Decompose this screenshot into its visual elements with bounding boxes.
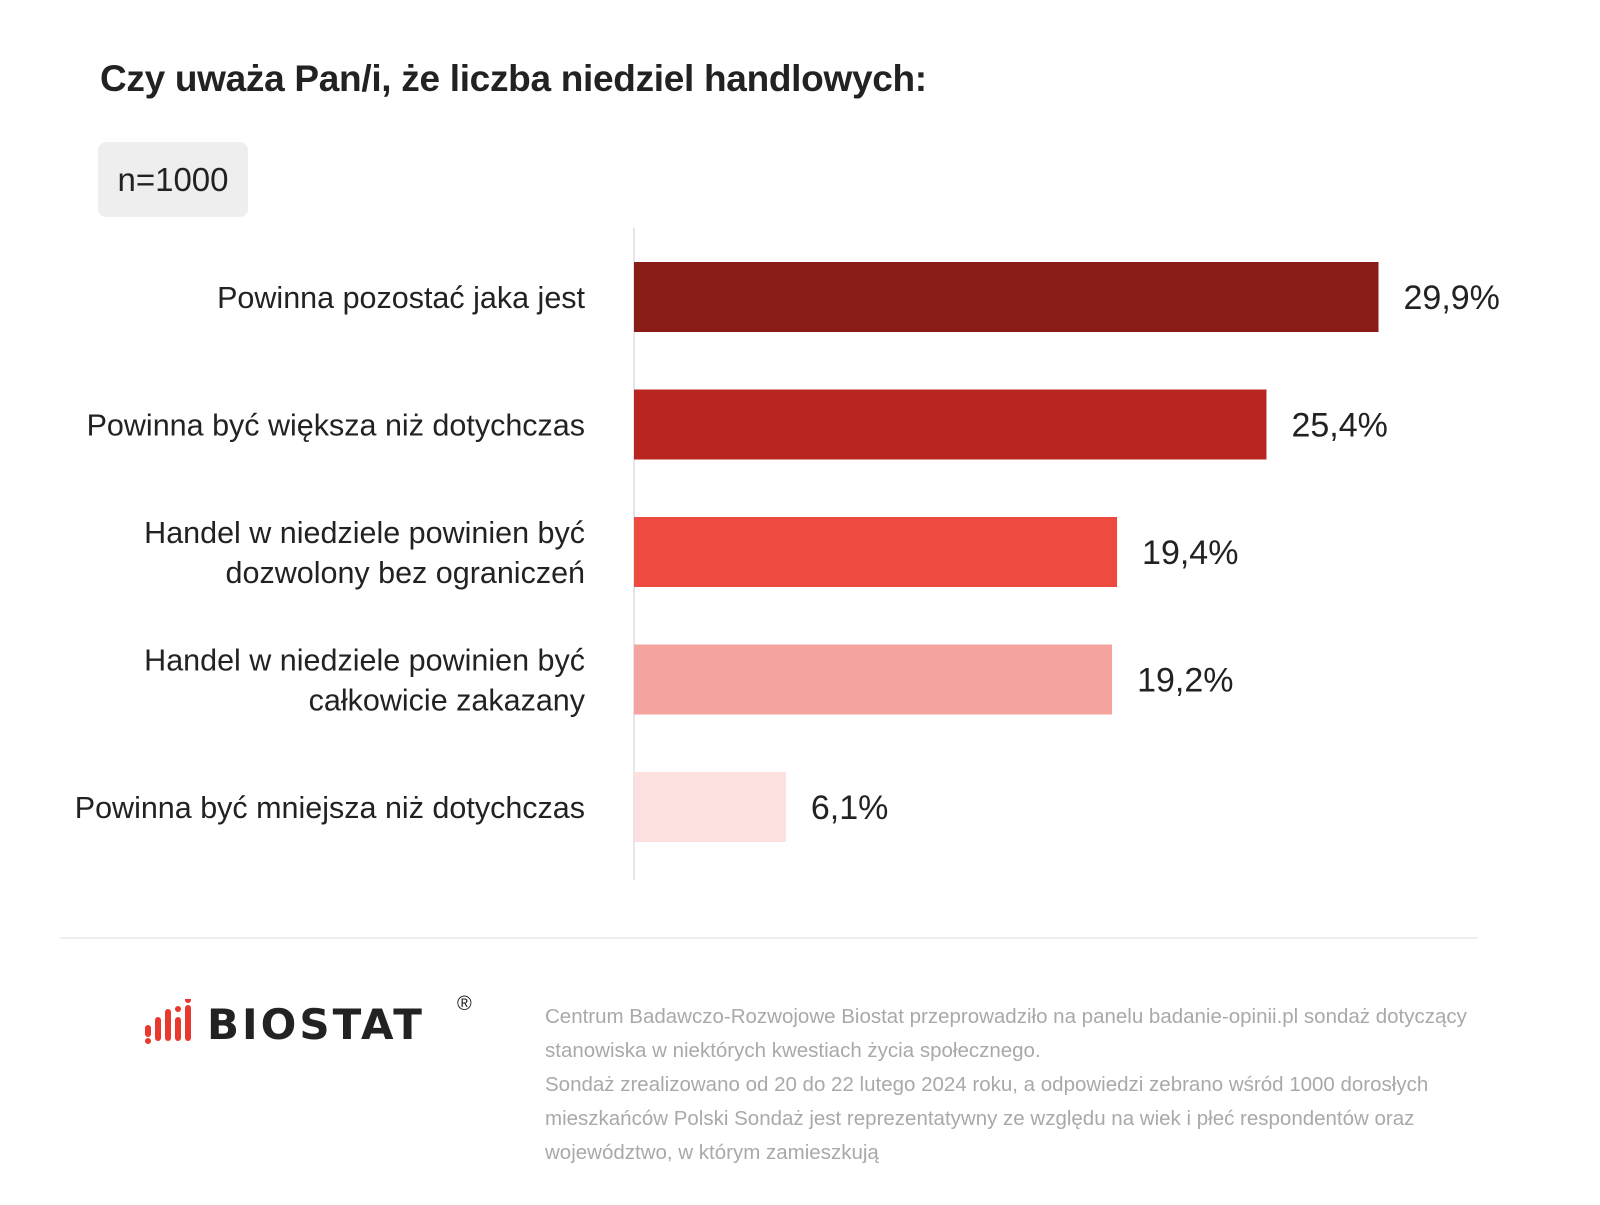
methodology-note-line-1: Centrum Badawczo-Rozwojowe Biostat przep… [545, 1005, 1467, 1062]
bar-2 [634, 389, 1267, 460]
registered-mark: ® [457, 993, 472, 1015]
bar-5 [634, 772, 786, 842]
biostat-bars-icon [145, 999, 191, 1044]
category-label-3-line-1: Handel w niedziele powinien być [144, 516, 585, 550]
bar-chart: 29,9% Powinna pozostać jaka jest 25,4% Powi… [75, 228, 1500, 880]
category-label-1: Powinna pozostać jaka jest [217, 281, 585, 315]
bar-4 [634, 644, 1113, 715]
category-label-4: Handel w niedziele powinien być całkowici… [144, 644, 586, 718]
sample-size-label: n=1000 [117, 160, 229, 198]
category-label-2: Powinna być większa niż dotychczas [87, 409, 585, 443]
sample-size-badge: n=1000 [98, 142, 248, 217]
category-label-3: Handel w niedziele powinien być dozwolony… [144, 516, 585, 590]
value-label-5: 6,1% [811, 789, 889, 827]
category-label-1-line-1: Powinna pozostać jaka jest [217, 281, 585, 315]
value-label-3: 19,4% [1142, 534, 1238, 572]
footer-divider [60, 937, 1478, 939]
category-label-4-line-1: Handel w niedziele powinien być [144, 644, 585, 678]
value-label-2: 25,4% [1291, 407, 1387, 445]
chart-title: Czy uważa Pan/i, że liczba niedziel hand… [100, 58, 927, 99]
category-label-4-line-2: całkowicie zakazany [309, 684, 586, 718]
category-label-3-line-2: dozwolony bez ograniczeń [226, 556, 585, 590]
category-label-5: Powinna być mniejsza niż dotychczas [75, 791, 585, 825]
category-label-2-line-1: Powinna być większa niż dotychczas [87, 409, 585, 443]
bar-3 [634, 517, 1118, 587]
biostat-logo-text: BIOSTAT [207, 1000, 425, 1049]
value-label-1: 29,9% [1404, 279, 1500, 317]
methodology-note-line-2: Sondaż zrealizowano od 20 do 22 lutego 2… [545, 1073, 1429, 1164]
category-label-5-line-1: Powinna być mniejsza niż dotychczas [75, 791, 585, 825]
value-label-4: 19,2% [1137, 662, 1233, 700]
biostat-logo: BIOSTAT ® [145, 993, 485, 1055]
methodology-note: Centrum Badawczo-Rozwojowe Biostat przep… [545, 1000, 1485, 1170]
bar-1 [634, 262, 1379, 332]
